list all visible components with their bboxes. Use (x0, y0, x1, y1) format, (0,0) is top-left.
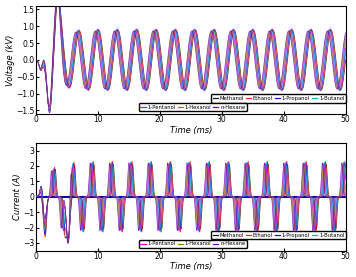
X-axis label: Time (ms): Time (ms) (169, 125, 212, 135)
Y-axis label: Voltage (kV): Voltage (kV) (6, 34, 15, 86)
X-axis label: Time (ms): Time (ms) (169, 262, 212, 271)
Legend: 1-Pentanol, 1-Hexanol, n-Hexane: 1-Pentanol, 1-Hexanol, n-Hexane (139, 240, 247, 248)
Legend: 1-Pentanol, 1-Hexanol, n-Hexane: 1-Pentanol, 1-Hexanol, n-Hexane (139, 103, 247, 111)
Y-axis label: Current (A): Current (A) (13, 173, 22, 220)
